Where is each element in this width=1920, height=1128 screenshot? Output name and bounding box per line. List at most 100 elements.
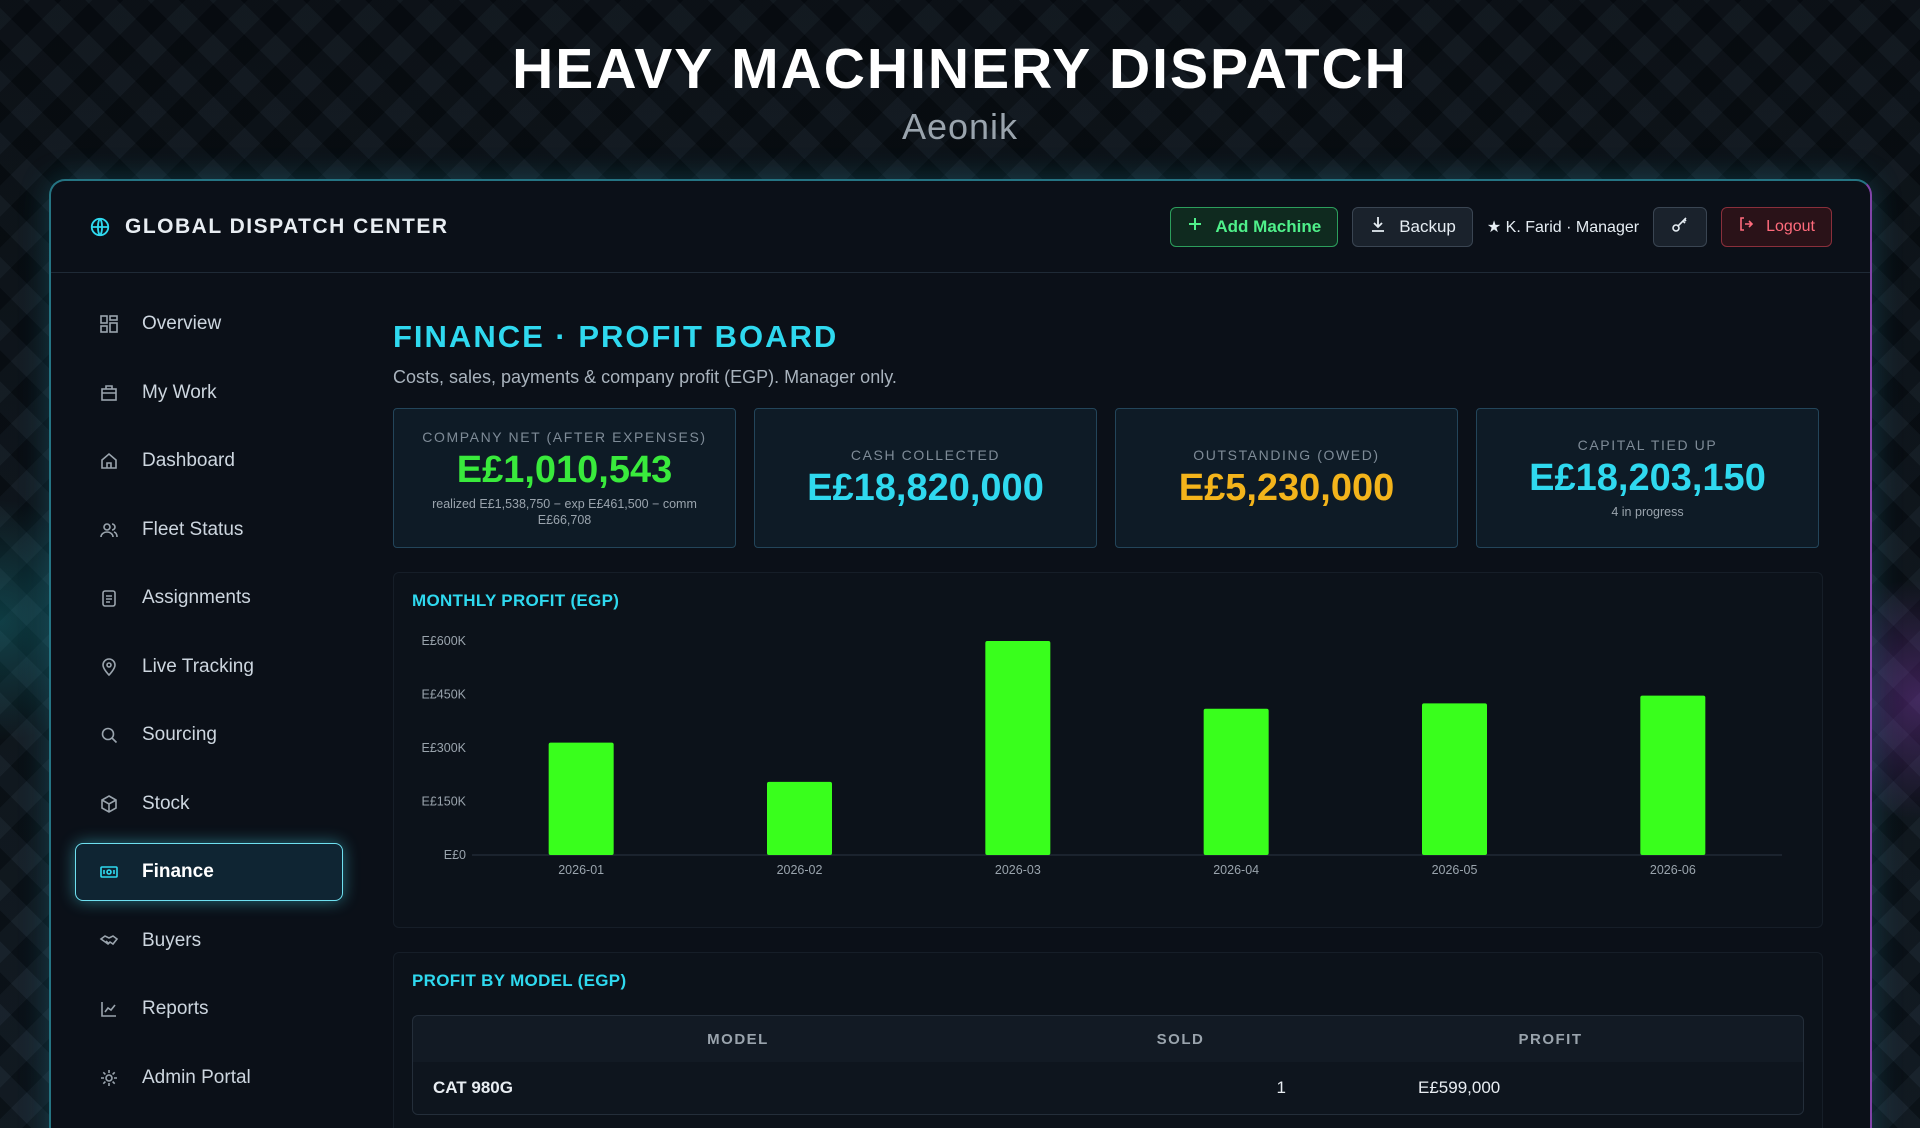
kpi-label: CAPITAL TIED UP [1577,436,1718,453]
column-header-profit: PROFIT [1518,1030,1583,1048]
briefcase-icon [98,382,120,404]
kpi-outstanding: OUTSTANDING (OWED) E£5,230,000 [1115,408,1458,548]
table-title: PROFIT BY MODEL (EGP) [412,971,627,990]
app-window: GLOBAL DISPATCH CENTER Add Machine Backu… [49,179,1872,1128]
logout-button[interactable]: Logout [1721,206,1832,247]
sidebar-item-stock[interactable]: Stock [75,775,343,833]
top-bar: GLOBAL DISPATCH CENTER Add Machine Backu… [51,181,1870,273]
sidebar-item-reports[interactable]: Reports [75,980,343,1038]
kpi-note: 4 in progress [1611,504,1684,519]
kpi-capital-tied-up: CAPITAL TIED UP E£18,203,150 4 in progre… [1476,408,1819,548]
y-tick-label: E£600K [422,634,467,648]
sidebar-item-label: Sourcing [142,724,217,745]
sidebar-item-overview[interactable]: Overview [75,295,343,353]
clipboard-icon [98,587,120,609]
globe-icon [89,216,111,238]
handshake-icon [98,930,120,952]
cell-profit: E£599,000 [1418,1078,1501,1097]
key-icon [1671,215,1689,238]
user-label: ★ K. Farid · Manager [1486,218,1640,236]
kpi-value: E£18,820,000 [807,466,1044,509]
sidebar-item-admin-portal[interactable]: Admin Portal [75,1049,343,1107]
bar-2026-02[interactable] [767,781,832,855]
kpi-cash-collected: CASH COLLECTED E£18,820,000 [754,408,1097,548]
sidebar-item-label: Assignments [142,587,251,608]
sidebar-item-live-tracking[interactable]: Live Tracking [75,638,343,696]
hero-title: HEAVY MACHINERY DISPATCH [512,37,1408,101]
logout-icon [1738,216,1754,237]
backup-label: Backup [1399,216,1456,236]
kpi-note: realized E£1,538,750 − exp E£461,500 − c… [432,496,697,527]
table-header: MODEL SOLD PROFIT [413,1016,1803,1062]
sidebar-item-label: Stock [142,792,190,814]
chart-title: MONTHLY PROFIT (EGP) [412,591,620,610]
cell-sold: 1 [1276,1078,1286,1097]
y-tick-label: E£150K [422,795,467,809]
hero-subtitle: Aeonik [901,106,1019,147]
logout-label: Logout [1766,217,1815,235]
grid-icon [98,313,120,335]
map-pin-icon [98,656,120,678]
plus-icon [1187,216,1203,237]
sidebar-item-sourcing[interactable]: Sourcing [75,706,343,764]
top-actions: Add Machine Backup ★ K. Farid · Manager … [1170,206,1832,247]
x-tick-label: 2026-06 [1650,863,1696,877]
kpi-label: OUTSTANDING (OWED) [1193,446,1380,463]
users-icon [98,519,120,541]
sidebar-item-finance[interactable]: Finance [75,843,343,901]
y-tick-label: E£450K [422,688,467,702]
search-icon [98,724,120,746]
bar-2026-06[interactable] [1640,695,1706,855]
bar-2026-03[interactable] [985,641,1051,855]
column-header-model: MODEL [707,1030,769,1048]
sidebar: Overview My Work Dashboard Fleet Status … [75,295,343,1117]
y-tick-label: E£0 [444,848,466,862]
sidebar-item-label: Overview [142,313,222,334]
add-machine-label: Add Machine [1215,216,1322,236]
monthly-profit-panel: MONTHLY PROFIT (EGP) E£0 E£150K E£300K E£45… [393,572,1823,928]
bar-2026-04[interactable] [1203,708,1269,855]
sidebar-item-dashboard[interactable]: Dashboard [75,432,343,490]
x-tick-label: 2026-01 [558,863,604,877]
page-title: FINANCE · PROFIT BOARD [393,319,839,354]
profit-by-model-table: MODEL SOLD PROFIT CAT 980G 1 E£599,000 [412,1015,1804,1115]
sidebar-item-label: Dashboard [142,450,235,471]
kpi-label: CASH COLLECTED [850,446,1001,463]
gear-icon [98,1067,120,1089]
x-tick-label: 2026-02 [777,863,823,877]
kpi-row: COMPANY NET (AFTER EXPENSES) E£1,010,543… [393,408,1823,548]
kpi-value: E£5,230,000 [1178,466,1395,509]
table-row[interactable]: CAT 980G 1 E£599,000 [413,1062,1803,1114]
sidebar-item-fleet-status[interactable]: Fleet Status [75,501,343,559]
sidebar-item-buyers[interactable]: Buyers [75,912,343,970]
column-header-sold: SOLD [1156,1030,1205,1048]
home-icon [98,450,120,472]
profit-by-model-panel: PROFIT BY MODEL (EGP) MODEL SOLD PROFIT … [393,952,1823,1128]
monthly-profit-chart: E£0 E£150K E£300K E£450K E£600K 2026-01 2026-0… [422,634,1782,877]
box-icon [98,793,120,815]
sidebar-item-label: Fleet Status [142,518,244,540]
kpi-company-net: COMPANY NET (AFTER EXPENSES) E£1,010,543… [393,408,736,548]
bar-2026-05[interactable] [1422,703,1487,855]
line-chart-icon [98,998,120,1020]
page-description: Costs, sales, payments & company profit … [393,367,897,387]
add-machine-button[interactable]: Add Machine [1170,206,1339,247]
kpi-value: E£18,203,150 [1529,456,1766,499]
sidebar-item-label: Reports [142,998,209,1019]
kpi-label: COMPANY NET (AFTER EXPENSES) [422,428,707,445]
sidebar-item-label: My Work [142,381,217,403]
sidebar-item-label: Finance [142,861,214,882]
x-tick-label: 2026-03 [995,863,1041,877]
bar-2026-01[interactable] [548,742,614,855]
cell-model: CAT 980G [433,1078,513,1097]
change-password-button[interactable] [1653,206,1708,247]
brand: GLOBAL DISPATCH CENTER [89,215,449,239]
x-tick-label: 2026-05 [1432,863,1478,877]
brand-title: GLOBAL DISPATCH CENTER [125,214,449,238]
y-tick-label: E£300K [422,741,467,755]
sidebar-item-assignments[interactable]: Assignments [75,569,343,627]
sidebar-item-my-work[interactable]: My Work [75,364,343,422]
main-content: FINANCE · PROFIT BOARD Costs, sales, pay… [393,319,1823,1128]
x-tick-label: 2026-04 [1213,863,1259,877]
backup-button[interactable]: Backup [1352,206,1473,247]
